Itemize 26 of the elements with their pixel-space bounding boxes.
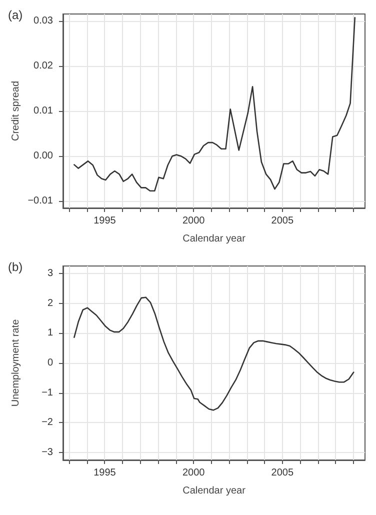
y-tick-label: 3 [47, 268, 54, 279]
y-tick-label: −3 [42, 447, 54, 458]
y-tick-label: −0.01 [28, 196, 54, 207]
x-tick-label: 2000 [182, 468, 206, 478]
x-tick-label: 1995 [94, 216, 116, 226]
x-tick-label: 1995 [94, 468, 116, 478]
y-tick-label: 0 [47, 358, 54, 368]
y-tick-label: 0.01 [34, 106, 54, 116]
chart-title: (b) [8, 260, 23, 274]
y-tick-label: 0.03 [34, 15, 54, 26]
line-series [74, 296, 354, 411]
y-tick-label: 0.02 [34, 60, 54, 72]
x-tick-label: 2005 [271, 216, 294, 226]
x-axis-title: Calendar year [182, 486, 246, 496]
line-series [74, 16, 356, 192]
y-tick-label: −2 [42, 417, 54, 428]
y-axis-title: Unemployment rate [10, 318, 22, 407]
x-tick-label: 2005 [271, 468, 294, 478]
y-tick-label: −1 [42, 387, 54, 398]
y-axis-title: Credit spread [10, 80, 22, 142]
x-tick-label: 2000 [182, 216, 206, 226]
y-tick-label: 1 [47, 328, 54, 339]
x-axis-title: Calendar year [182, 234, 246, 244]
y-tick-label: 0.00 [34, 150, 54, 162]
chart-title: (a) [8, 8, 23, 22]
y-tick-label: 2 [47, 298, 54, 309]
